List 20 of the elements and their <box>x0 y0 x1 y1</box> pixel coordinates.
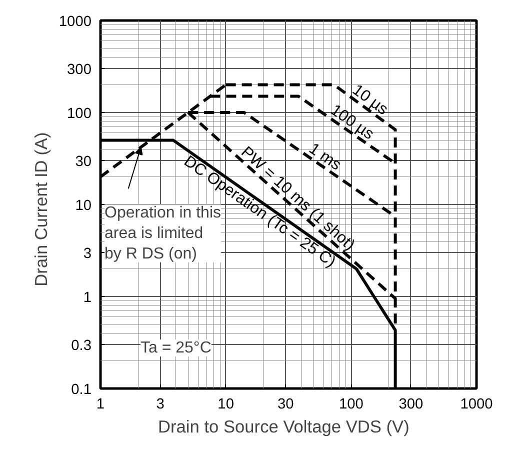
annotation: Ta = 25°C <box>140 340 212 357</box>
text: 1 ms <box>306 140 344 174</box>
y-tick-label: 0.3 <box>71 338 92 354</box>
y-tick-label: 100 <box>67 106 92 122</box>
x-tick-label: 10 <box>218 396 234 412</box>
x-tick-label: 300 <box>398 396 424 412</box>
y-axis-title: Drain Current ID (A) <box>30 132 51 286</box>
x-tick-label: 100 <box>338 396 364 412</box>
x-tick-label: 3 <box>156 396 164 412</box>
y-tick-label: 30 <box>75 154 92 170</box>
y-tick-label: 1000 <box>58 14 92 30</box>
y-tick-label: 0.1 <box>71 382 92 398</box>
x-tick-label: 1 <box>96 396 105 412</box>
y-tick-label: 10 <box>75 198 92 214</box>
x-tick-label: 30 <box>277 396 294 412</box>
x-tick-label: 1000 <box>460 396 493 412</box>
y-tick-label: 300 <box>67 62 92 78</box>
x-axis-title: Drain to Source Voltage VDS (V) <box>158 416 410 436</box>
y-tick-label: 3 <box>83 246 92 262</box>
y-tick-label: 1 <box>83 290 92 306</box>
